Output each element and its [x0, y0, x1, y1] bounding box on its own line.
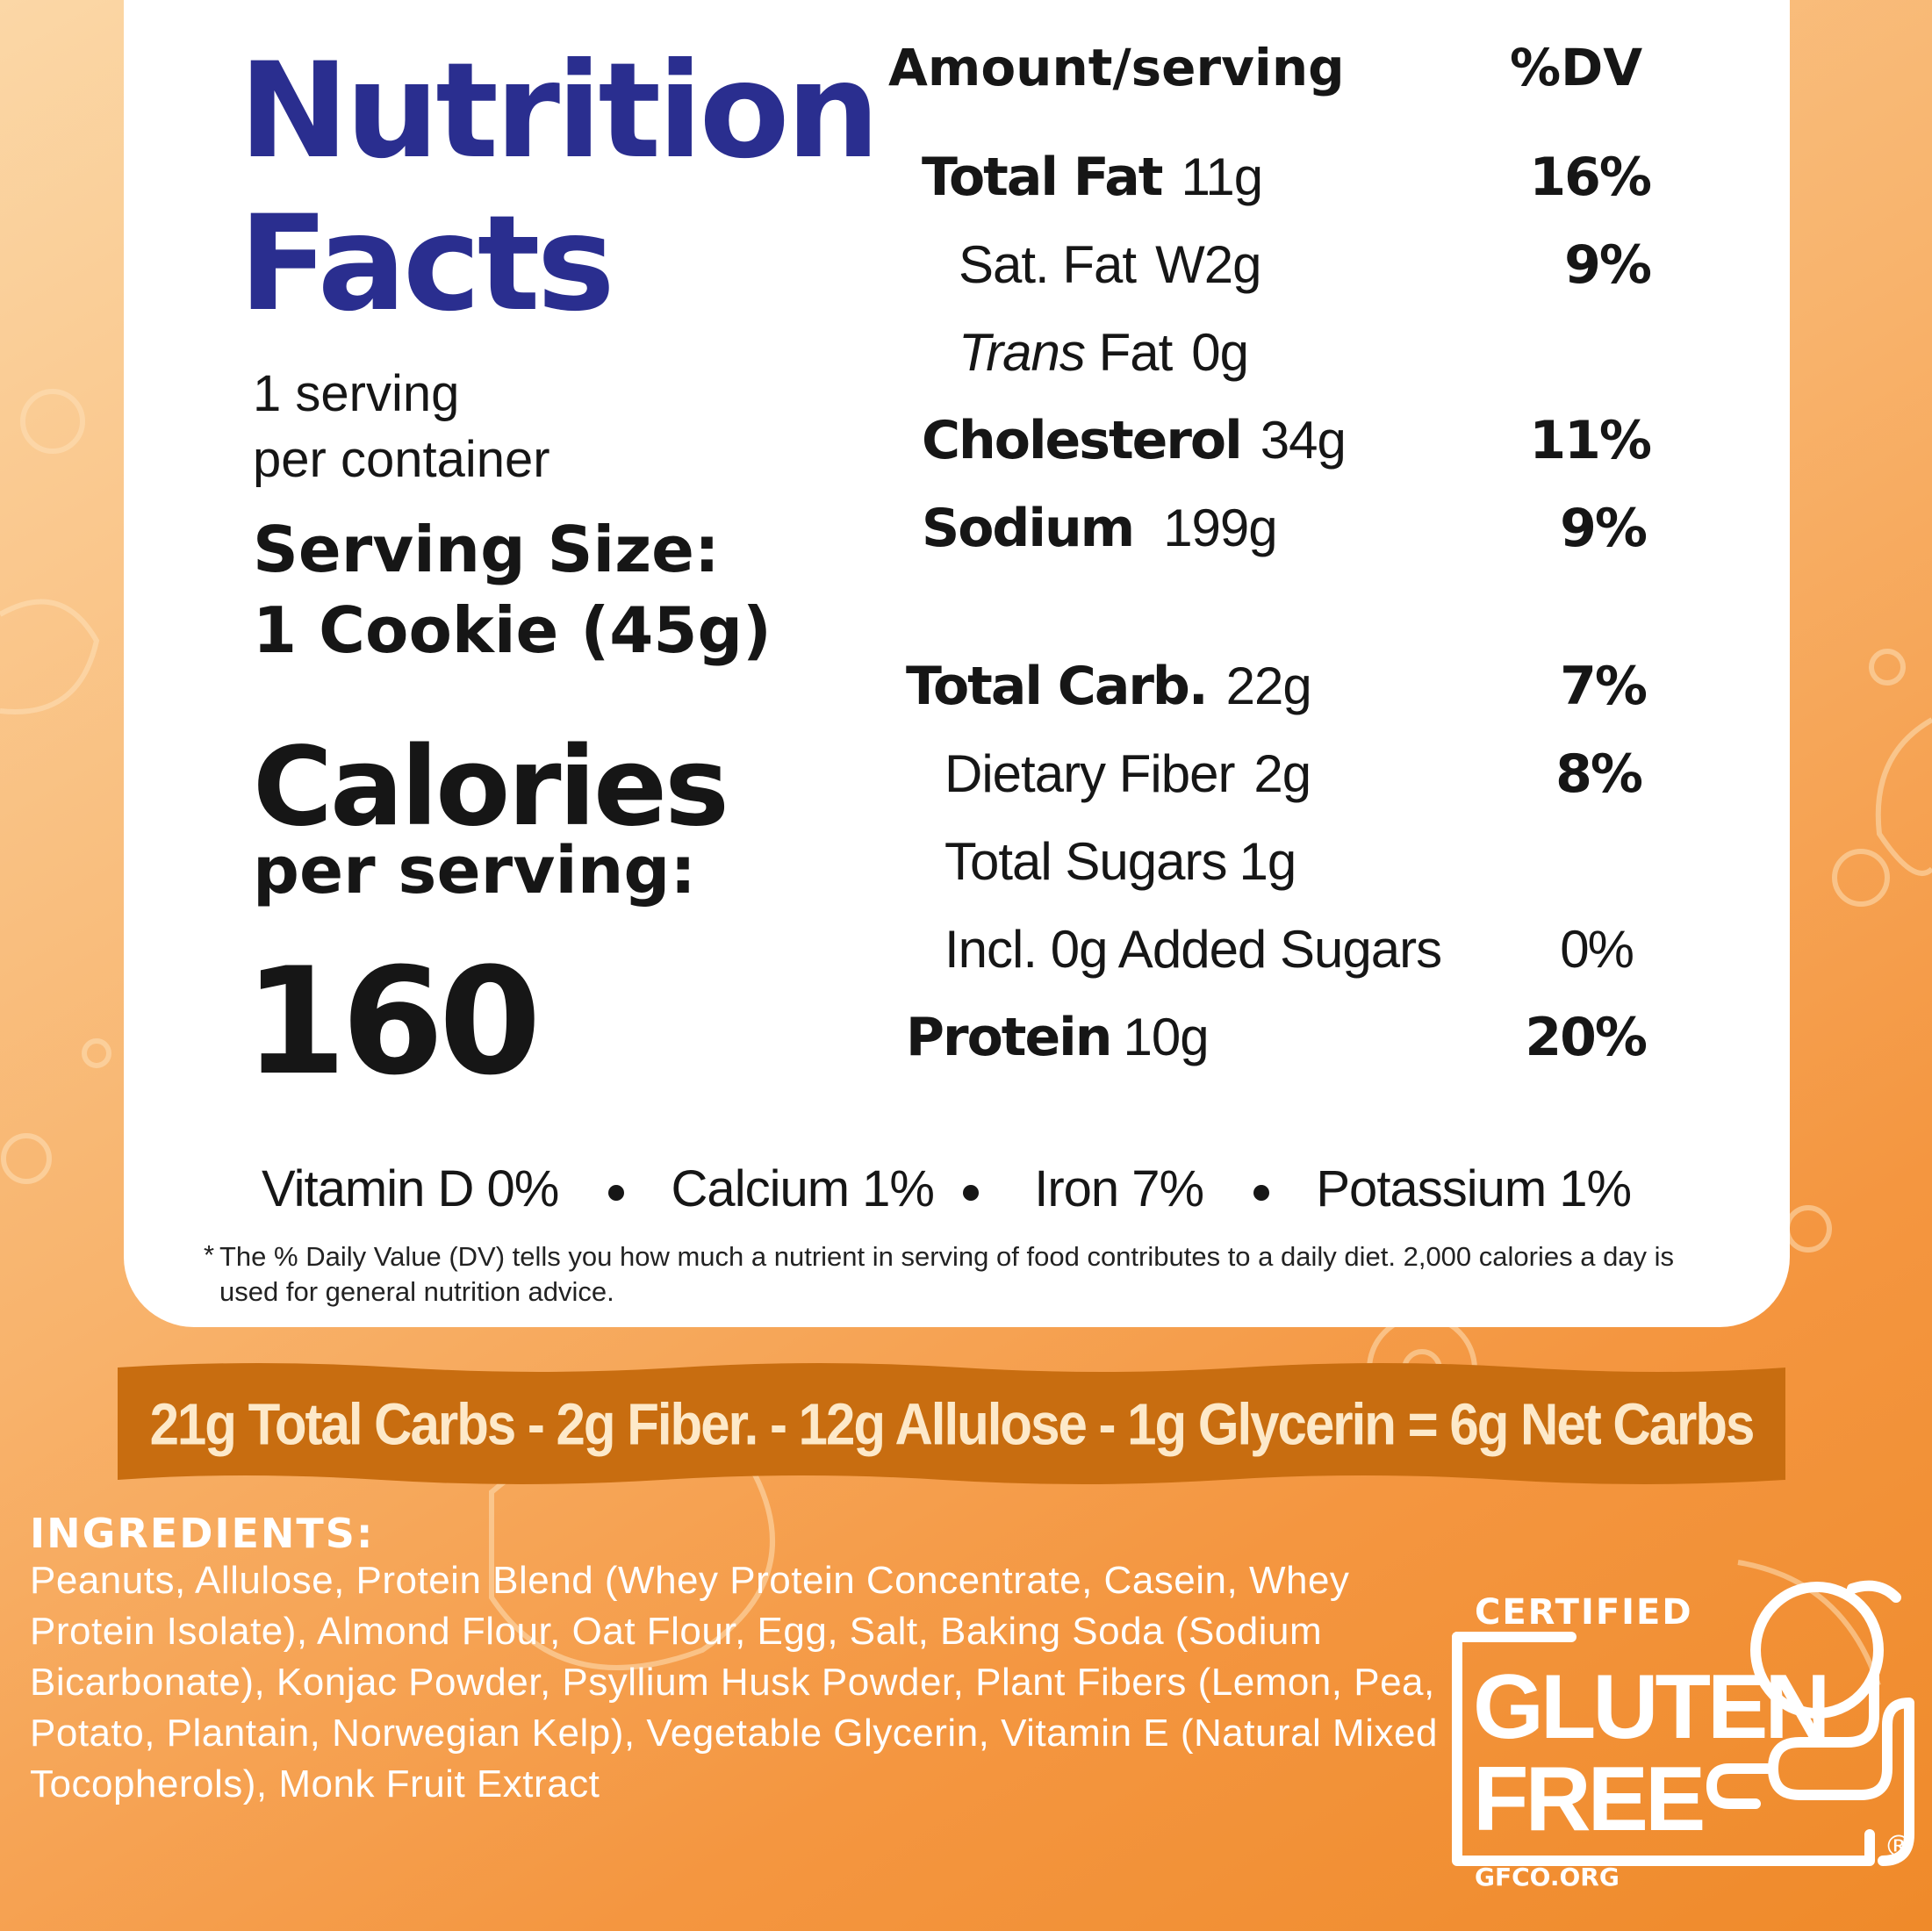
nutrient-row-sodium: Sodium 199g [922, 499, 1278, 557]
nutrient-row-added-sugars: Incl. 0g Added Sugars [944, 920, 1442, 979]
nutrient-row-trans-fat: Trans Fat 0g [959, 327, 1249, 379]
nutrient-amount: 10g [1123, 1008, 1209, 1066]
potassium: Potassium 1% [1316, 1160, 1632, 1217]
nutrient-amount: 22g [1225, 657, 1312, 715]
serving-size-value: 1 Cookie (45g) [253, 593, 772, 667]
nutrient-row-total-carb: Total Carb. 22g [906, 657, 1312, 715]
nutrient-label: Sat. Fat [959, 235, 1137, 294]
certified-gluten-free-logo: CERTIFIED GLUTEN FREE GFCO.ORG ® [1452, 1580, 1914, 1887]
badge-gluten: GLUTEN [1473, 1656, 1828, 1758]
nutrient-label: Dietary Fiber [944, 744, 1235, 803]
badge-site: GFCO.ORG [1475, 1863, 1620, 1887]
amount-per-serving-header: Amount/serving [888, 38, 1345, 97]
nutrient-dv-sat-fat: 9% [1564, 234, 1652, 296]
vitamin-d: Vitamin D 0% [262, 1160, 559, 1217]
nutrient-amount: 199g [1163, 499, 1277, 557]
serving-size-label: Serving Size: [253, 513, 720, 586]
nutrient-amount: 2g [1253, 744, 1311, 803]
nutrient-row-total-sugars: Total Sugars 1g [944, 836, 1296, 888]
net-carbs-banner [118, 1363, 1785, 1484]
calories-label: Calories [253, 724, 729, 851]
nutrient-dv-cholesterol: 11% [1529, 410, 1652, 471]
servings-per-container-line-2: per container [253, 431, 550, 488]
iron: Iron 7% [1034, 1160, 1204, 1217]
footnote-text: The % Daily Value (DV) tells you how muc… [219, 1241, 1675, 1307]
bullet-dot [963, 1184, 980, 1201]
servings-per-container-line-1: 1 serving [253, 365, 460, 422]
nutrient-label: Cholesterol [922, 410, 1243, 471]
bullet-dot [1253, 1184, 1270, 1201]
daily-value-header: %DV [1510, 38, 1643, 97]
nutrient-amount: 34g [1260, 411, 1347, 470]
nutrient-dv-total-fat: 16% [1529, 147, 1652, 208]
ingredients-text: Peanuts, Allulose, Protein Blend (Whey P… [30, 1559, 1438, 1805]
bullet-dot [608, 1184, 625, 1201]
calories-per-serving-label: per serving: [253, 833, 696, 908]
badge-free: FREE [1473, 1748, 1703, 1850]
nutrient-label: Sodium [922, 498, 1135, 559]
nutrient-dv-total-carb: 7% [1560, 656, 1648, 717]
nutrient-amount: 11g [1181, 147, 1263, 206]
nutrient-label: Incl. 0g Added Sugars [944, 920, 1442, 979]
nutrient-row-cholesterol: Cholesterol 34g [922, 411, 1347, 470]
calcium: Calcium 1% [671, 1160, 935, 1217]
nutrient-amount: W2g [1155, 235, 1261, 294]
footnote-asterisk: * [204, 1239, 215, 1270]
nutrient-row-protein: Protein 10g [906, 1008, 1210, 1066]
nutrient-label: Fat [1098, 323, 1174, 382]
nutrient-row-total-fat: Total Fat 11g [922, 151, 1263, 205]
nutrient-row-dietary-fiber: Dietary Fiber 2g [944, 748, 1311, 800]
nutrient-amount: 1g [1239, 832, 1297, 891]
badge-certified: CERTIFIED [1475, 1592, 1693, 1633]
nutrient-row-sat-fat: Sat. Fat W2g [959, 239, 1261, 291]
title-line-2: Facts [239, 188, 615, 341]
calories-value: 160 [244, 936, 542, 1108]
nutrition-facts-panel [124, 0, 1790, 1327]
nutrient-label: Protein [906, 1007, 1112, 1068]
title-line-1: Nutrition [239, 35, 880, 188]
nutrient-dv-sodium: 9% [1560, 498, 1648, 559]
nutrient-dv-added-sugars: 0% [1560, 920, 1634, 979]
net-carbs-text: 21g Total Carbs - 2g Fiber. - 12g Allulo… [149, 1390, 1756, 1457]
vitamins-line: Vitamin D 0% Calcium 1% Iron 7% Potassiu… [262, 1164, 1632, 1215]
nutrient-label: Total Carb. [906, 656, 1209, 717]
nutrient-dv-dietary-fiber: 8% [1555, 743, 1643, 805]
nutrient-amount: 0g [1191, 323, 1249, 382]
ingredients-heading: INGREDIENTS: [30, 1510, 375, 1557]
nutrient-dv-protein: 20% [1525, 1007, 1648, 1068]
nutrient-label: Total Fat [922, 147, 1163, 208]
nutrient-label: Total Sugars [944, 832, 1228, 891]
nutrient-label-italic: Trans [959, 323, 1086, 382]
badge-registered: ® [1884, 1829, 1914, 1864]
